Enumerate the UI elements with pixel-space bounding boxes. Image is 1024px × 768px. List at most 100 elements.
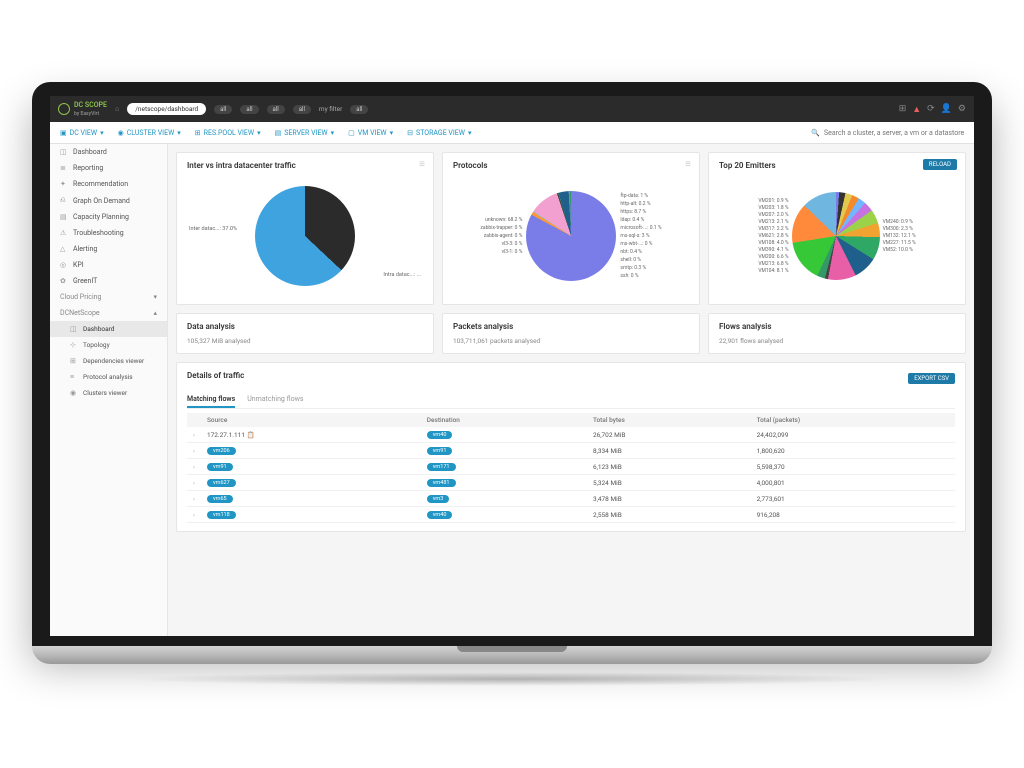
pie-label: Inter datac...: 37.0%: [189, 226, 237, 232]
col-packets[interactable]: Total (packets): [751, 413, 955, 427]
card-menu-icon[interactable]: ≡: [685, 159, 691, 170]
pie-chart-inter-intra: [255, 186, 355, 286]
sidebar: ◫Dashboard≣Reporting✦Recommendation⎌Grap…: [50, 144, 168, 636]
table-row[interactable]: ›vm206vm918,334 MiB1,800,620: [187, 443, 955, 459]
table-row[interactable]: ›vm627vm4815,324 MiB4,000,801: [187, 475, 955, 491]
protocol-label: ms-wbt-...: 0 %: [620, 241, 661, 247]
traffic-table: Source Destination Total bytes Total (pa…: [187, 413, 955, 523]
global-search[interactable]: 🔍: [811, 129, 964, 137]
app-logo: DC SCOPEby EasyVirt: [58, 101, 107, 117]
emitter-label: VM52: 10.0 %: [883, 247, 916, 253]
tab-matching[interactable]: Matching flows: [187, 392, 235, 408]
sidebar-item[interactable]: △Alerting: [50, 241, 167, 257]
emitter-label: VM132: 12.1 %: [883, 233, 916, 239]
filter-pill[interactable]: all: [293, 105, 311, 114]
view-respool[interactable]: ⊞ RES.POOL VIEW ▾: [195, 129, 261, 137]
sidebar-subitem[interactable]: ≡Protocol analysis: [50, 369, 167, 385]
view-storage[interactable]: ⊟ STORAGE VIEW ▾: [407, 129, 471, 137]
emitter-label: VM621: 2.8 %: [758, 233, 788, 239]
card-title: Top 20 Emitters: [719, 161, 955, 170]
protocol-label: zabbix-trapper: 0 %: [480, 225, 522, 231]
emitter-label: VM213: 2.1 %: [758, 219, 788, 225]
filter-pill[interactable]: all: [240, 105, 258, 114]
sidebar-section-dcnet[interactable]: DCNetScope▴: [50, 305, 167, 321]
filter-label: my filter: [319, 105, 342, 113]
table-row[interactable]: ›vm65vm33,478 MiB2,773,601: [187, 491, 955, 507]
protocol-label: shell: 0 %: [620, 257, 661, 263]
col-dest[interactable]: Destination: [421, 413, 587, 427]
emitter-labels-left: VM201: 0.9 %VM203: 1.8 %VM207: 2.0 %VM21…: [758, 198, 788, 274]
tab-unmatching[interactable]: Unmatching flows: [247, 392, 303, 408]
table-row[interactable]: ›vm91vm1716,123 MiB5,598,370: [187, 459, 955, 475]
protocol-label: nbt: 0.4 %: [620, 249, 661, 255]
view-dc[interactable]: ▣ DC VIEW ▾: [60, 129, 104, 137]
main-content: Inter vs intra datacenter traffic ≡ Inte…: [168, 144, 974, 636]
sidebar-subitem[interactable]: ◉Clusters viewer: [50, 385, 167, 401]
card-menu-icon[interactable]: ≡: [419, 159, 425, 170]
col-bytes[interactable]: Total bytes: [587, 413, 751, 427]
chevron-up-icon: ▴: [153, 309, 157, 317]
export-csv-button[interactable]: EXPORT CSV: [908, 373, 955, 384]
sidebar-subitem[interactable]: ⊹Topology: [50, 337, 167, 353]
topbar: DC SCOPEby EasyVirt ⌂ /netscope/dashboar…: [50, 96, 974, 122]
user-icon[interactable]: 👤: [941, 104, 952, 115]
card-title: Data analysis: [187, 322, 423, 331]
protocol-label: http-alt: 0.2 %: [620, 201, 661, 207]
breadcrumb[interactable]: /netscope/dashboard: [127, 103, 206, 115]
sidebar-subitem[interactable]: ◫Dashboard: [50, 321, 167, 337]
protocol-label: ldap: 0.4 %: [620, 217, 661, 223]
sidebar-item[interactable]: ◎KPI: [50, 257, 167, 273]
sidebar-item[interactable]: ⎌Graph On Demand: [50, 192, 167, 209]
pie-label: Intra datac...: ...: [383, 272, 421, 278]
app-name: DC SCOPE: [74, 101, 107, 109]
sidebar-subitem[interactable]: ⊞Dependencies viewer: [50, 353, 167, 369]
card-title: Packets analysis: [453, 322, 689, 331]
chevron-down-icon: ▾: [153, 293, 157, 301]
emitter-label: VM317: 2.2 %: [758, 226, 788, 232]
emitter-label: VM207: 2.0 %: [758, 212, 788, 218]
bell-icon[interactable]: ▲: [912, 104, 921, 115]
emitter-label: VM203: 1.8 %: [758, 205, 788, 211]
filter-pill[interactable]: all: [214, 105, 232, 114]
settings-icon[interactable]: ⚙: [958, 104, 966, 115]
card-flows-analysis: Flows analysis 22,901 flows analysed: [708, 313, 966, 354]
protocol-label: ftp-data: 1 %: [620, 193, 661, 199]
reload-button[interactable]: RELOAD: [923, 159, 957, 170]
sidebar-item[interactable]: ⚠Troubleshooting: [50, 225, 167, 241]
card-inter-intra: Inter vs intra datacenter traffic ≡ Inte…: [176, 152, 434, 305]
emitter-label: VM213: 6.8 %: [758, 261, 788, 267]
sidebar-item[interactable]: ▤Capacity Planning: [50, 209, 167, 225]
protocol-label: zabbix-agent: 0 %: [480, 233, 522, 239]
grid-icon[interactable]: ⊞: [899, 104, 907, 115]
sidebar-item[interactable]: ≣Reporting: [50, 160, 167, 176]
sidebar-item[interactable]: ◫Dashboard: [50, 144, 167, 160]
table-row[interactable]: ›172.27.1.111 📋vm4026,702 MiB24,402,099: [187, 427, 955, 443]
analysis-value: 22,901 flows analysed: [719, 337, 955, 345]
card-title: Protocols: [453, 161, 689, 170]
analysis-value: 105,327 MiB analysed: [187, 337, 423, 345]
filter-value[interactable]: all: [350, 105, 368, 114]
emitter-label: VM227: 11.5 %: [883, 240, 916, 246]
emitter-label: VM240: 0.9 %: [883, 219, 916, 225]
sidebar-item[interactable]: ✿GreenIT: [50, 273, 167, 289]
protocol-label: smtp: 0.3 %: [620, 265, 661, 271]
view-cluster[interactable]: ◉ CLUSTER VIEW ▾: [118, 129, 181, 137]
sidebar-section-cloud[interactable]: Cloud Pricing▾: [50, 289, 167, 305]
table-row[interactable]: ›vm118vm402,558 MiB916,208: [187, 507, 955, 523]
refresh-icon[interactable]: ⟳: [927, 104, 935, 115]
protocol-label: microsoft-...: 0.1 %: [620, 225, 661, 231]
protocol-label: ssh: 0 %: [620, 273, 661, 279]
view-server[interactable]: ▤ SERVER VIEW ▾: [275, 129, 335, 137]
col-source[interactable]: Source: [201, 413, 421, 427]
emitter-label: VM300: 2.3 %: [883, 226, 916, 232]
emitter-label: VM390: 4.1 %: [758, 247, 788, 253]
sidebar-item[interactable]: ✦Recommendation: [50, 176, 167, 192]
view-tabs: ▣ DC VIEW ▾ ◉ CLUSTER VIEW ▾ ⊞ RES.POOL …: [50, 122, 974, 144]
pie-chart-emitters: [792, 192, 880, 280]
filter-pill[interactable]: all: [267, 105, 285, 114]
topbar-actions: ⊞ ▲ ⟳ 👤 ⚙: [899, 104, 966, 115]
search-input[interactable]: [824, 129, 964, 137]
view-vm[interactable]: ▢ VM VIEW ▾: [348, 129, 393, 137]
pie-chart-protocols: [526, 191, 616, 281]
card-data-analysis: Data analysis 105,327 MiB analysed: [176, 313, 434, 354]
